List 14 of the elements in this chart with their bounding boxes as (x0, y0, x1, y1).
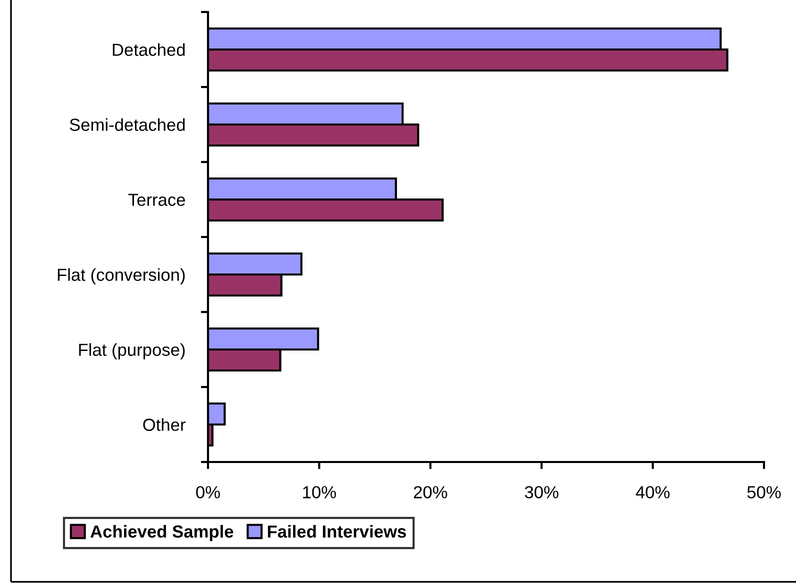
y-tick-label: Flat (conversion) (58, 268, 185, 284)
y-tick-label: Detached (112, 43, 185, 56)
legend-label: Achieved Sample (90, 524, 234, 542)
y-tick-label: Semi-detached (70, 118, 185, 131)
legend-label: Failed Interviews (268, 524, 406, 538)
x-tick-label: 20% (414, 486, 448, 498)
y-tick-label: Terrace (128, 194, 186, 206)
x-tick-label: 0% (196, 486, 220, 498)
y-tick-label: Other (143, 418, 186, 431)
y-tick-label: Flat (purpose) (79, 343, 185, 360)
x-tick-label: 10% (303, 486, 336, 498)
x-tick-label: 50% (747, 486, 781, 498)
x-tick-label: 40% (636, 486, 670, 498)
x-tick-label: 30% (524, 486, 558, 498)
